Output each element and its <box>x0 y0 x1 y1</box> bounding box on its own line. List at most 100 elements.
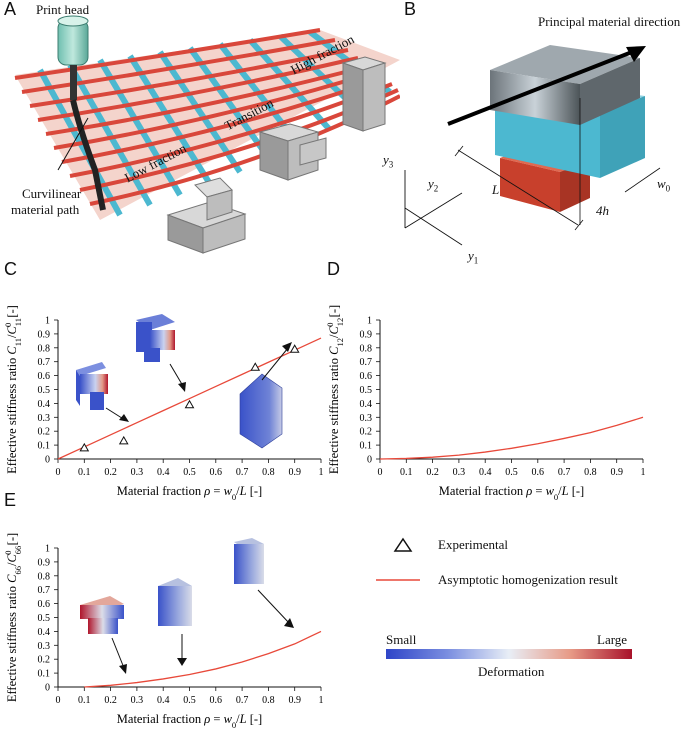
chart-c11: 0 0.1 0.2 0.3 0.4 0.5 0.6 0.7 0.8 0.9 1 0 0.1 0.2 0.3 0… <box>3 305 324 502</box>
x-tick-label: 0.5 <box>505 467 518 478</box>
y-axis-title: Effective stiffness ratio C12/C120 [-] <box>325 305 345 474</box>
x-tick-label: 0.2 <box>426 467 439 478</box>
x-tick-label: 0.7 <box>558 467 571 478</box>
x-tick-label: 0.1 <box>400 467 413 478</box>
y-tick-label: 0.1 <box>38 669 51 680</box>
dimension-lines <box>454 98 661 231</box>
y-tick-label: 0.2 <box>38 655 51 666</box>
x-tick-label: 0.9 <box>288 467 301 478</box>
x-tick-label: 0.3 <box>131 467 144 478</box>
y-tick-label: 0.4 <box>38 399 51 410</box>
axis-y2-label: y2 <box>428 176 439 194</box>
print-head <box>57 15 106 211</box>
y-tick-label: 0.6 <box>38 599 51 610</box>
chart-c12: 0 0.1 0.2 0.3 0.4 0.5 0.6 0.7 0.8 0.9 1 0 0.1 0.2 0.3 0… <box>325 305 646 502</box>
y-tick-label: 0.5 <box>38 613 51 624</box>
y-tick-label: 0.3 <box>38 413 51 424</box>
y-tick-label: 0.5 <box>360 385 373 396</box>
x-tick-label: 0.1 <box>78 695 91 706</box>
asymptotic-line <box>84 630 322 688</box>
x-tick-label: 0.6 <box>210 467 223 478</box>
x-tick-label: 0.8 <box>262 467 275 478</box>
y-tick-label: 1 <box>45 316 50 327</box>
y-tick-label: 0.3 <box>360 413 373 424</box>
panel-c-letter: C <box>4 259 17 279</box>
panel-e-letter: E <box>4 490 17 510</box>
x-tick-label: 0.8 <box>262 695 275 706</box>
experimental-point <box>184 399 195 409</box>
x-tick-label: 0.7 <box>236 467 249 478</box>
unit-cell-low <box>166 177 247 254</box>
x-tick-label: 0 <box>56 467 61 478</box>
curvilinear-label-line1: Curvilinear <box>22 186 82 201</box>
x-tick-label: 0.7 <box>236 695 249 706</box>
x-tick-label: 0.2 <box>104 695 117 706</box>
x-tick-label: 0.6 <box>532 467 545 478</box>
x-tick-label: 0.9 <box>610 467 623 478</box>
y-tick-label: 0.9 <box>360 329 373 340</box>
legend-asymptotic-line <box>376 579 420 581</box>
dim-w0-label: w0 <box>657 176 671 194</box>
axis-y3-label: y3 <box>383 152 394 170</box>
asymptotic-line <box>379 416 644 460</box>
y-tick-label: 0 <box>45 455 50 466</box>
y-tick-label: 1 <box>45 544 50 555</box>
y-tick-label: 0.3 <box>38 641 51 652</box>
x-tick-label: 1 <box>641 467 646 478</box>
chart-c66: 0 0.1 0.2 0.3 0.4 0.5 0.6 0.7 0.8 0.9 1 0 0.1 0.2 0.3 0… <box>3 533 324 730</box>
y-tick-label: 0.2 <box>360 427 373 438</box>
x-tick-label: 0 <box>378 467 383 478</box>
panel-a-letter: A <box>4 0 17 19</box>
x-axis-title: Material fraction ρ = w0/L [-] <box>117 484 262 502</box>
x-tick-label: 0.3 <box>453 467 466 478</box>
print-head-label: Print head <box>36 2 90 17</box>
x-tick-label: 0.9 <box>288 695 301 706</box>
curvilinear-label-line2: material path <box>11 202 80 217</box>
legend-asymptotic-label: Asymptotic homogenization result <box>438 572 618 587</box>
panel-d-letter: D <box>327 259 340 279</box>
panel-a-illustration <box>14 15 400 254</box>
curvilinear-pointer <box>57 117 89 171</box>
y-tick-label: 0.8 <box>38 571 51 582</box>
y-tick-label: 0.2 <box>38 427 51 438</box>
dim-4h-label: 4h <box>596 203 609 218</box>
y-axis-title: Effective stiffness ratio C11/C110 [-] <box>3 305 23 474</box>
y-tick-label: 0.1 <box>360 441 373 452</box>
experimental-point <box>250 362 261 371</box>
axis-y1-label: y1 <box>468 248 479 266</box>
y-tick-label: 0 <box>367 455 372 466</box>
x-axis-title: Material fraction ρ = w0/L [-] <box>117 712 262 730</box>
x-tick-label: 0.5 <box>183 467 196 478</box>
x-tick-label: 1 <box>319 467 324 478</box>
experimental-point <box>289 344 300 353</box>
x-tick-label: 0.5 <box>183 695 196 706</box>
x-tick-label: 0.6 <box>210 695 223 706</box>
y-tick-label: 0.7 <box>360 357 373 368</box>
y-tick-label: 0.9 <box>38 557 51 568</box>
legend-experimental-marker <box>393 537 413 552</box>
colorbar-deformation-label: Deformation <box>478 664 545 679</box>
y-tick-label: 0.5 <box>38 385 51 396</box>
y-tick-label: 0.1 <box>38 441 51 452</box>
x-tick-label: 0.8 <box>584 467 597 478</box>
asymptotic-line <box>57 337 322 460</box>
y-tick-label: 0.4 <box>360 399 373 410</box>
x-tick-label: 0.2 <box>104 467 117 478</box>
legend-experimental-label: Experimental <box>438 537 509 552</box>
experimental-point <box>79 442 90 452</box>
y-tick-label: 0.7 <box>38 357 51 368</box>
x-tick-label: 0.1 <box>78 467 91 478</box>
principal-direction-label: Principal material direction <box>538 14 681 29</box>
y-tick-label: 0.7 <box>38 585 51 596</box>
x-tick-label: 0.3 <box>131 695 144 706</box>
y-tick-label: 0 <box>45 683 50 694</box>
colorbar-small-label: Small <box>386 632 417 647</box>
dim-L-label: L <box>492 182 500 197</box>
y-tick-label: 0.8 <box>38 343 51 354</box>
colorbar-large-label: Large <box>597 632 628 647</box>
y-tick-label: 0.6 <box>360 371 373 382</box>
fiber-bundle <box>490 45 640 125</box>
x-tick-label: 0.4 <box>157 467 170 478</box>
coordinate-axes <box>404 170 463 246</box>
y-tick-label: 1 <box>367 316 372 327</box>
